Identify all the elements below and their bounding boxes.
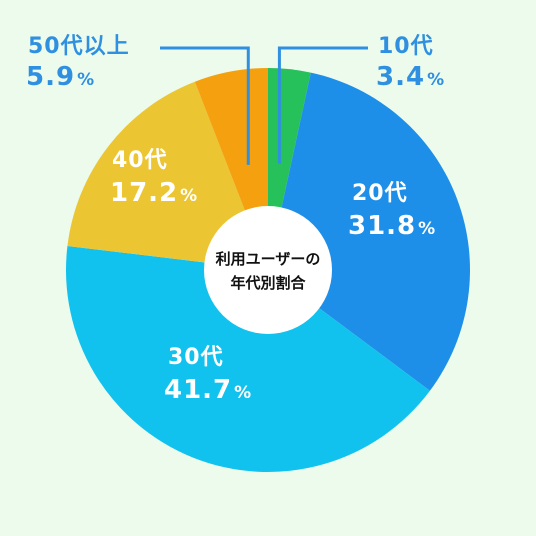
callout-line-50plus [160, 46, 250, 165]
unit-40s: % [180, 186, 199, 206]
unit-20s: % [418, 219, 437, 239]
slice-label-20s-percent: 31.8% [348, 213, 436, 239]
center-title-line-2: 年代別割合 [230, 274, 306, 292]
slice-label-40s-percent: 17.2% [110, 180, 198, 206]
slice-label-40s-category: 40代 [112, 148, 168, 173]
donut-hole [204, 206, 332, 334]
pie-slices [65, 68, 470, 472]
slice-label-50plus-category: 50代以上 [28, 34, 130, 59]
slice-value-40s: 17.2 [110, 178, 179, 208]
slice-label-30s-category: 30代 [168, 345, 224, 370]
slice-label-10s-percent: 3.4% [376, 64, 445, 90]
pie-slice-30s [65, 245, 430, 472]
unit-30s: % [234, 383, 253, 403]
slice-label-30s-percent: 41.7% [164, 377, 252, 403]
slice-value-10s: 3.4 [376, 62, 426, 92]
slice-value-50plus: 5.9 [26, 62, 76, 92]
callout-lines [160, 46, 368, 165]
slice-value-30s: 41.7 [164, 375, 233, 405]
slice-label-20s-category: 20代 [352, 181, 408, 206]
pie-slice-40s [67, 81, 268, 270]
unit-10s: % [427, 70, 446, 90]
pie-slice-20s [268, 72, 470, 391]
unit-50plus: % [77, 70, 96, 90]
center-title-line-1: 利用ユーザーの [216, 250, 321, 268]
slice-label-50plus-percent: 5.9% [26, 64, 95, 90]
callout-line-10s [277, 46, 368, 164]
slice-label-10s-category: 10代 [378, 34, 434, 59]
slice-value-20s: 31.8 [348, 211, 417, 241]
